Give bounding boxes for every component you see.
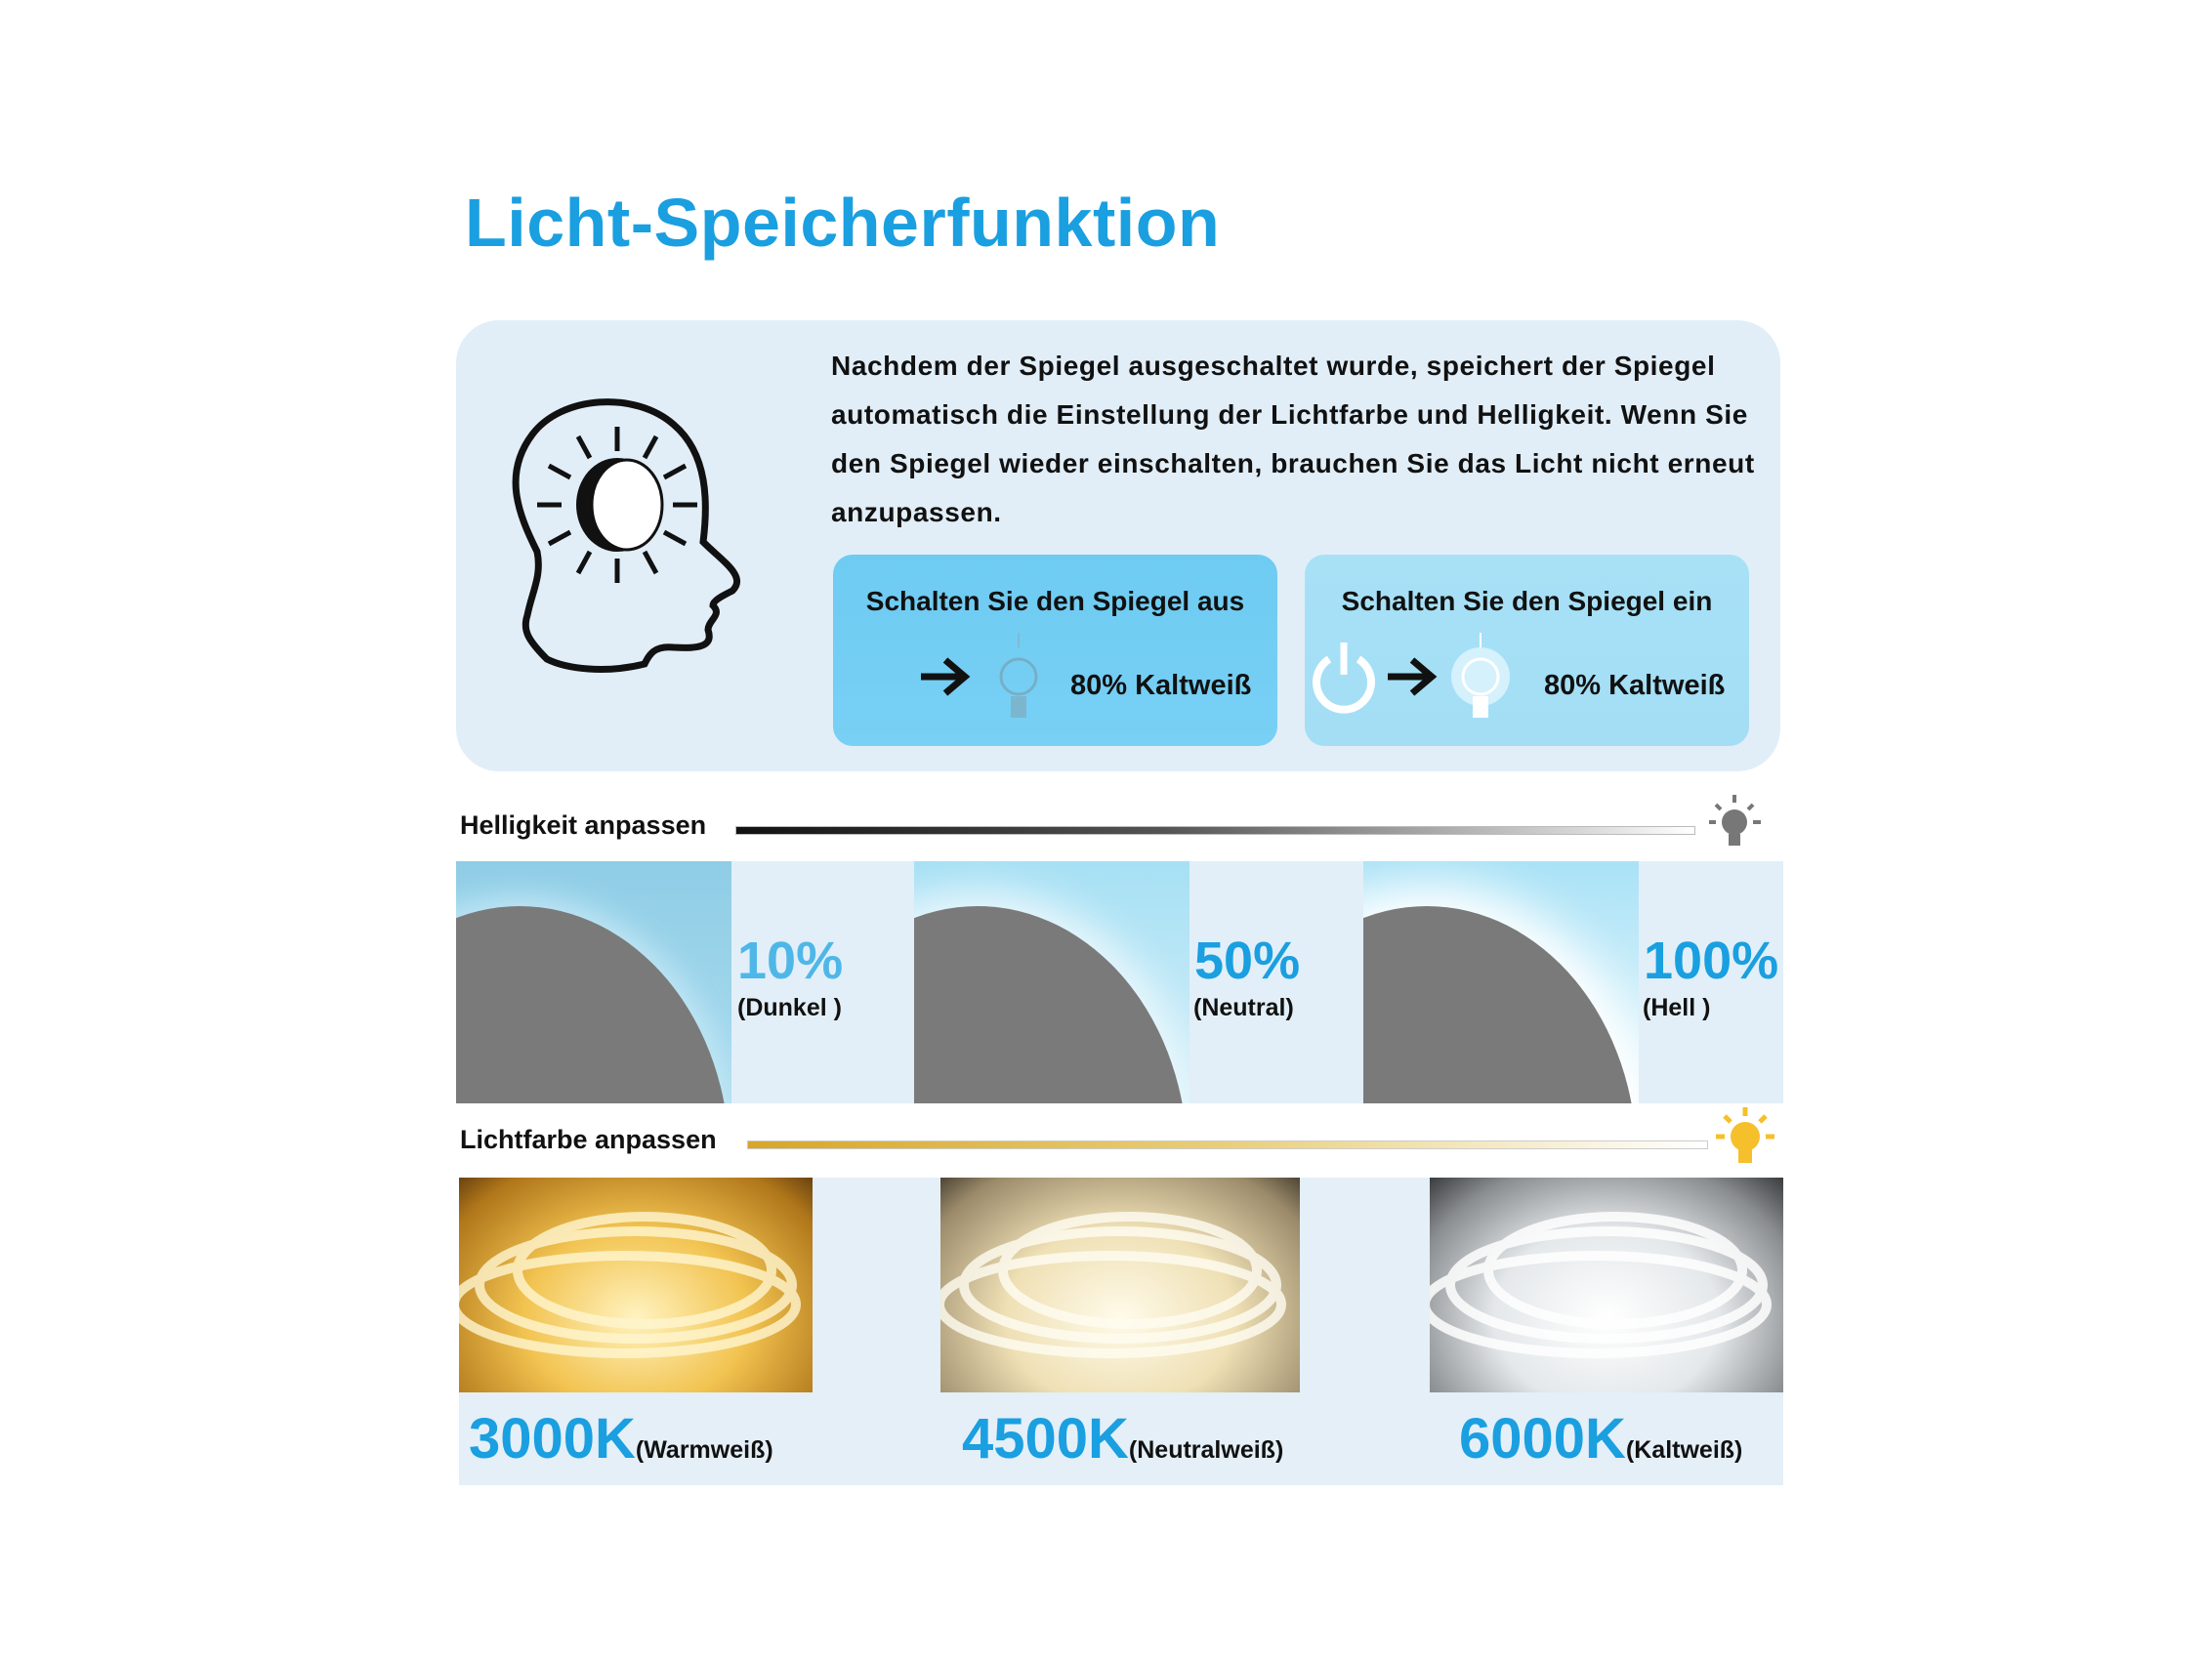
bulb-off-icon <box>999 633 1038 718</box>
head-with-sun-moon-icon <box>512 398 741 673</box>
kelvin-value: 3000K <box>469 1407 636 1471</box>
step-label: Schalten Sie den Spiegel aus <box>865 586 1245 616</box>
bulb-yellow-icon <box>1716 1107 1774 1163</box>
led-strip-6000k-photo <box>1430 1178 1783 1392</box>
kelvin-value: 6000K <box>1459 1407 1626 1471</box>
brightness-label: Helligkeit anpassen <box>460 810 707 840</box>
brightness-name: (Neutral) <box>1193 994 1294 1021</box>
step-value: 80% Kaltweiß <box>1544 670 1726 701</box>
power-icon <box>1313 642 1375 714</box>
kelvin-value: 4500K <box>962 1407 1129 1471</box>
step-label: Schalten Sie den Spiegel ein <box>1341 586 1713 616</box>
brightness-percent: 100% <box>1644 932 1779 990</box>
step-value: 80% Kaltweiß <box>1070 670 1252 701</box>
brightness-percent: 50% <box>1194 932 1301 990</box>
step-switch-on: Schalten Sie den Spiegel ein 80% Kaltwei… <box>1305 555 1749 746</box>
kelvin-name: (Kaltweiß) <box>1625 1436 1743 1464</box>
step-switch-off: Schalten Sie den Spiegel aus 80% Kaltwei… <box>833 555 1277 746</box>
color-temp-label: Lichtfarbe anpassen <box>460 1125 717 1154</box>
page-title: Licht-Speicherfunktion <box>465 185 1221 261</box>
led-strip-4500k-photo <box>940 1178 1300 1392</box>
color-temp-3000k: 3000K(Warmweiß) <box>469 1406 773 1471</box>
bulb-grey-icon <box>1709 795 1761 846</box>
kelvin-name: (Warmweiß) <box>635 1436 773 1464</box>
color-temp-4500k: 4500K(Neutralweiß) <box>962 1406 1283 1471</box>
color-temp-6000k: 6000K(Kaltweiß) <box>1459 1406 1742 1471</box>
brightness-name: (Hell ) <box>1643 994 1711 1021</box>
brightness-percent: 10% <box>737 932 844 990</box>
bulb-on-icon <box>1451 633 1510 718</box>
brightness-gradient-bar <box>735 826 1695 835</box>
arrow-right-icon <box>921 657 971 696</box>
memory-description: Nachdem der Spiegel ausgeschaltet wurde,… <box>831 351 1755 527</box>
brightness-preview-50 <box>914 861 1189 1103</box>
brightness-preview-100 <box>1363 861 1639 1103</box>
brightness-name: (Dunkel ) <box>737 994 842 1021</box>
arrow-right-icon <box>1388 657 1438 696</box>
kelvin-name: (Neutralweiß) <box>1128 1436 1284 1464</box>
color-temp-gradient-bar <box>747 1140 1708 1149</box>
brightness-preview-10 <box>456 861 731 1103</box>
led-strip-3000k-photo <box>459 1178 813 1392</box>
